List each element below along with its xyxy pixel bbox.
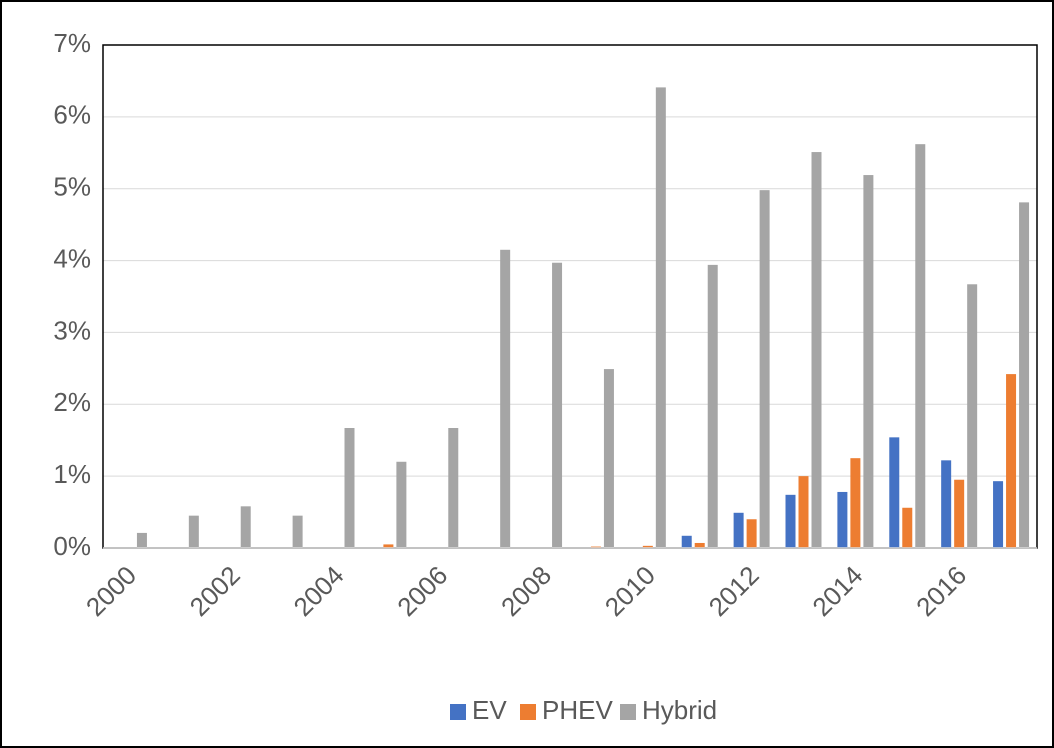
bar (915, 144, 926, 549)
bar (603, 369, 614, 548)
bar (292, 515, 303, 548)
bar (1019, 202, 1030, 549)
legend-label: PHEV (542, 695, 613, 725)
bar (902, 507, 913, 548)
y-tick-label: 3% (53, 315, 91, 345)
legend-label: Hybrid (642, 695, 717, 725)
bar (655, 87, 666, 548)
bar (240, 506, 251, 548)
y-tick-label: 6% (53, 100, 91, 130)
bar (552, 262, 563, 548)
bar (396, 461, 407, 548)
y-tick-label: 1% (53, 459, 91, 489)
bar (837, 491, 848, 548)
bar (889, 437, 900, 548)
y-tick-label: 4% (53, 243, 91, 273)
bar (188, 515, 199, 548)
bar (136, 532, 147, 548)
legend-label: EV (472, 695, 507, 725)
bar (707, 264, 718, 548)
bar (863, 175, 874, 548)
bar (967, 284, 978, 548)
bar (798, 476, 809, 548)
bar (993, 481, 1004, 548)
bar (811, 152, 822, 548)
y-tick-label: 0% (53, 531, 91, 561)
legend-swatch (450, 704, 466, 720)
bar (694, 542, 705, 548)
bar (1006, 374, 1017, 548)
y-tick-label: 7% (53, 28, 91, 58)
bar (383, 544, 394, 548)
bar (746, 519, 757, 548)
legend-swatch (520, 704, 536, 720)
bar (785, 494, 796, 548)
y-tick-label: 2% (53, 387, 91, 417)
y-tick-label: 5% (53, 172, 91, 202)
bar (954, 479, 965, 548)
bar (759, 190, 770, 548)
bar (850, 458, 861, 548)
bar (500, 249, 511, 549)
bar (681, 535, 692, 548)
bar (941, 460, 952, 548)
legend-swatch (620, 704, 636, 720)
bar (642, 545, 653, 548)
bar (733, 512, 744, 548)
bar (448, 427, 459, 548)
bar (344, 427, 355, 548)
